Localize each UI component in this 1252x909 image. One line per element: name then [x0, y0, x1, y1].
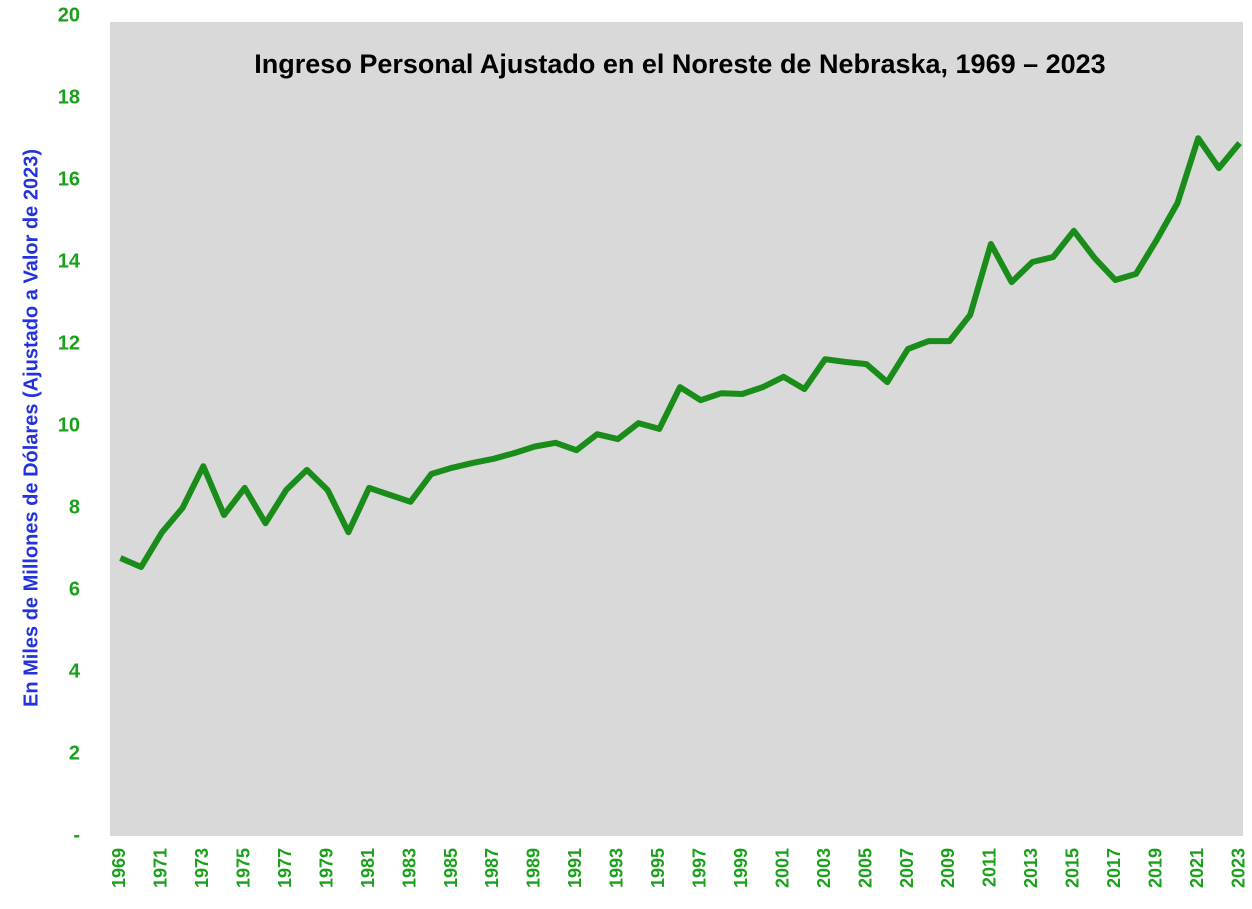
- y-tick-label: 8: [69, 496, 80, 518]
- x-tick-label: 1971: [151, 848, 171, 888]
- x-tick-label: 1991: [565, 848, 585, 888]
- x-tick-label: 1981: [358, 848, 378, 888]
- x-tick-label: 1993: [607, 848, 627, 888]
- x-tick-label: 2005: [855, 848, 875, 888]
- x-tick-label: 2021: [1187, 848, 1207, 888]
- y-tick-label: -: [73, 824, 80, 846]
- x-tick-label: 1969: [109, 848, 129, 888]
- x-tick-label: 1985: [441, 848, 461, 888]
- x-tick-label: 1975: [233, 848, 253, 888]
- x-tick-label: 1987: [482, 848, 502, 888]
- x-tick-label: 1977: [275, 848, 295, 888]
- x-tick-label: 1979: [316, 848, 336, 888]
- x-tick-label: 1989: [524, 848, 544, 888]
- y-tick-label: 10: [58, 414, 80, 436]
- y-axis-title: En Miles de Millones de Dólares (Ajustad…: [20, 149, 42, 707]
- y-tick-label: 16: [58, 168, 80, 190]
- y-tick-label: 6: [69, 578, 80, 600]
- y-tick-label: 20: [58, 4, 80, 26]
- y-tick-label: 2: [69, 742, 80, 764]
- x-tick-label: 1999: [731, 848, 751, 888]
- x-tick-label: 1995: [648, 848, 668, 888]
- x-tick-label: 1983: [399, 848, 419, 888]
- x-tick-label: 2019: [1145, 848, 1165, 888]
- y-tick-label: 12: [58, 332, 80, 354]
- x-tick-label: 2023: [1228, 848, 1248, 888]
- data-line: [119, 135, 1242, 570]
- x-tick-label: 1997: [689, 848, 709, 888]
- y-tick-label: 18: [58, 86, 80, 108]
- x-tick-label: 1973: [192, 848, 212, 888]
- y-tick-label: 14: [58, 250, 81, 272]
- x-tick-label: 2003: [814, 848, 834, 888]
- x-tick-label: 2001: [772, 848, 792, 888]
- x-tick-label: 2017: [1104, 848, 1124, 888]
- chart-title: Ingreso Personal Ajustado en el Noreste …: [254, 49, 1105, 79]
- x-tick-label: 2009: [938, 848, 958, 888]
- x-tick-label: 2015: [1063, 848, 1083, 888]
- x-tick-label: 2013: [1021, 848, 1041, 888]
- plot-area: [110, 22, 1243, 836]
- x-tick-label: 2007: [897, 848, 917, 888]
- x-tick-label: 2011: [980, 848, 1000, 887]
- y-tick-label: 4: [69, 660, 81, 682]
